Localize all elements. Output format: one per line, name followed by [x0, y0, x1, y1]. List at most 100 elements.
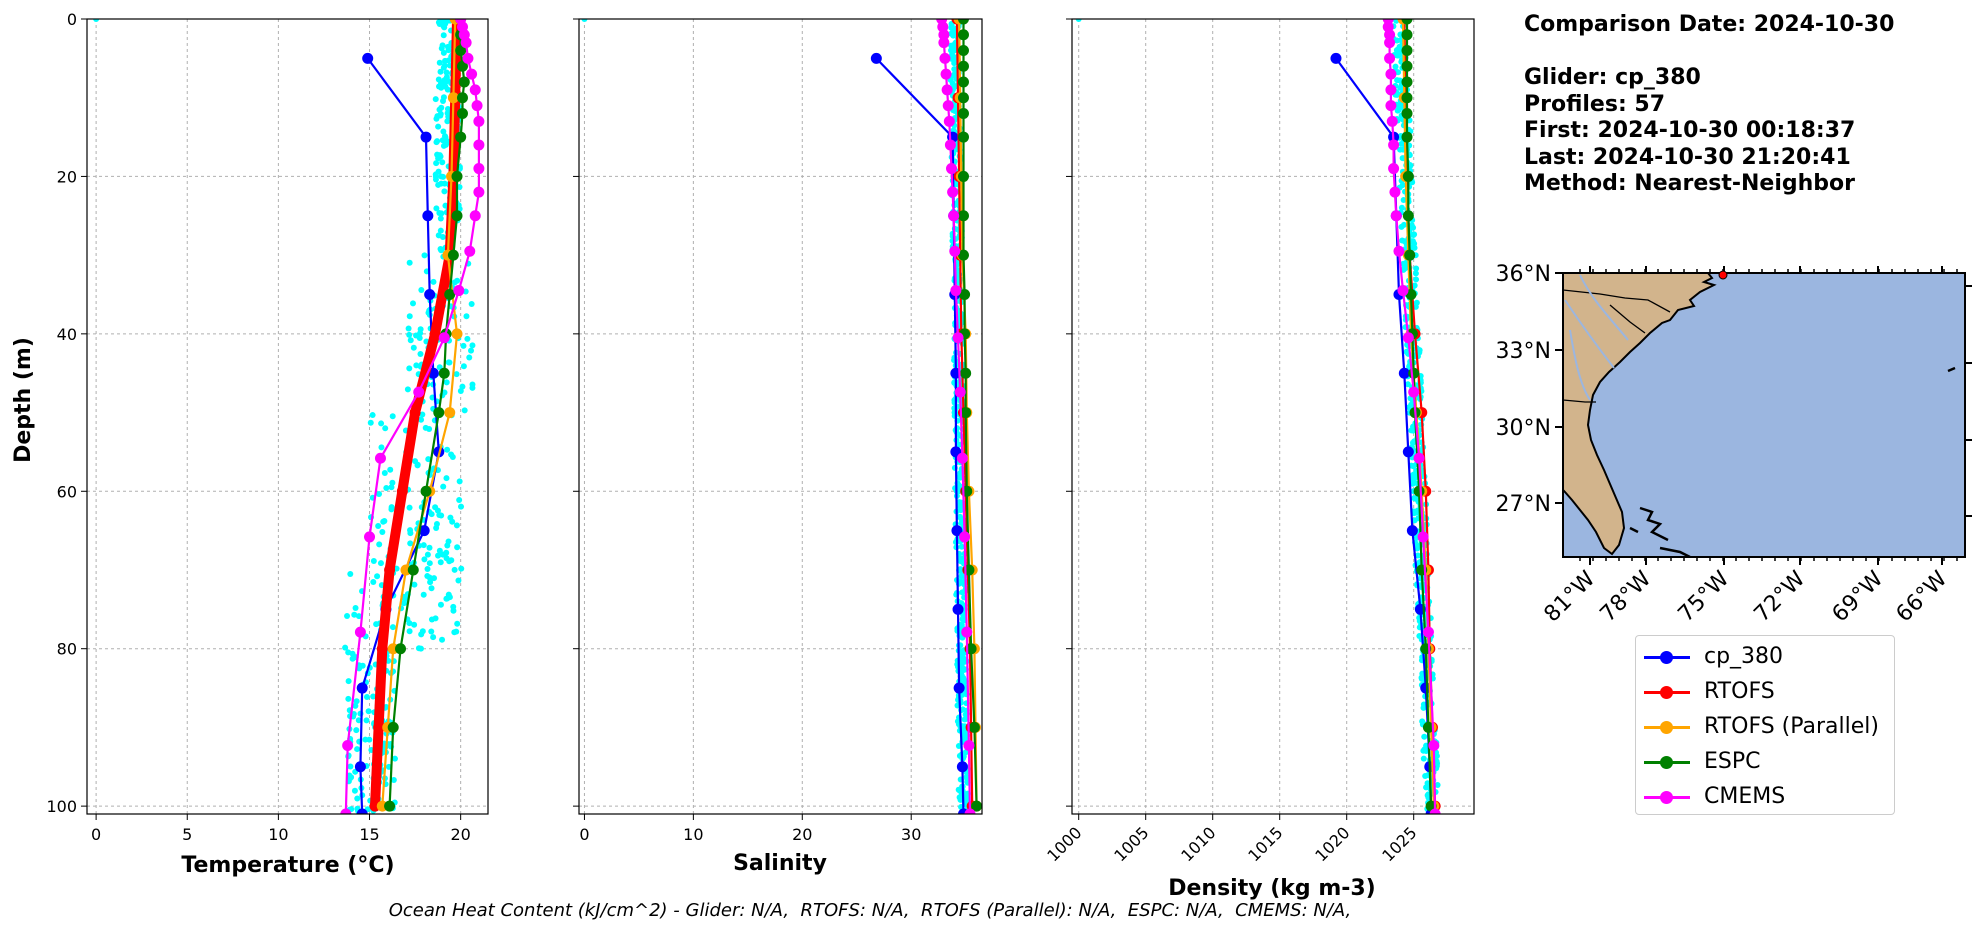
- series-point: [376, 643, 388, 655]
- depth-ylabel: Depth (m): [11, 337, 36, 463]
- series-point: [395, 643, 407, 655]
- series-point: [1413, 485, 1425, 497]
- series-point: [451, 210, 463, 222]
- series-point: [1422, 626, 1434, 638]
- glider-sample-point: [437, 227, 444, 234]
- series-point: [456, 60, 468, 72]
- glider-sample-point: [359, 662, 366, 669]
- glider-sample-point: [352, 702, 359, 709]
- series-point: [473, 163, 485, 175]
- glider-sample-point: [431, 575, 438, 582]
- glider-sample-point: [418, 416, 425, 423]
- glider-sample-point: [417, 326, 424, 333]
- series-point: [1388, 163, 1400, 175]
- glider-sample-point: [409, 300, 416, 307]
- glider-sample-point: [960, 655, 967, 662]
- series-point: [954, 386, 966, 398]
- ohc-footer: Ocean Heat Content (kJ/cm^2) - Glider: N…: [388, 900, 1352, 921]
- glider-sample-point: [443, 549, 450, 556]
- glider-sample-point: [468, 300, 475, 307]
- series-point: [1393, 245, 1405, 257]
- glider-sample-point: [439, 159, 446, 166]
- glider-sample-point: [444, 105, 451, 112]
- x-tick-label: 10: [683, 825, 703, 844]
- glider-sample-point: [388, 484, 395, 491]
- series-point: [384, 800, 396, 812]
- x-tick-label: 1000: [1043, 823, 1085, 865]
- glider-sample-point: [347, 570, 354, 577]
- glider-sample-point: [948, 22, 955, 29]
- series-point: [947, 186, 959, 198]
- glider-sample-point: [413, 362, 420, 369]
- glider-sample-point: [438, 247, 445, 254]
- glider-sample-point: [443, 555, 450, 562]
- glider-sample-point: [389, 624, 396, 631]
- glider-sample-point: [445, 359, 452, 366]
- glider-sample-point: [411, 581, 418, 588]
- series-point: [957, 170, 969, 182]
- series-point: [1330, 52, 1342, 64]
- glider-sample-point: [355, 717, 362, 724]
- glider-sample-point: [410, 344, 417, 351]
- series-point: [963, 740, 975, 752]
- glider-sample-point: [439, 636, 446, 643]
- x-tick-label: 1005: [1110, 823, 1152, 865]
- glider-sample-point: [1411, 240, 1418, 247]
- series-point: [952, 603, 964, 615]
- glider-sample-point: [1413, 276, 1420, 283]
- series-point: [429, 328, 441, 340]
- glider-sample-point: [383, 704, 390, 711]
- glider-sample-point: [441, 180, 448, 187]
- series-point: [356, 682, 368, 694]
- profile-count: Profiles: 57: [1524, 91, 1666, 117]
- series-point: [438, 367, 450, 379]
- x-tick-label: 0: [579, 825, 589, 844]
- series-point: [453, 285, 465, 297]
- series-point: [413, 386, 425, 398]
- glider-sample-point: [956, 787, 963, 794]
- series-point: [447, 92, 459, 104]
- x-tick-label: 1020: [1311, 823, 1353, 865]
- series-point: [462, 52, 474, 64]
- series-point: [471, 100, 483, 112]
- glider-sample-point: [381, 517, 388, 524]
- glider-sample-point: [437, 83, 444, 90]
- glider-sample-point: [376, 491, 383, 498]
- x-tick-label: 10: [268, 825, 288, 844]
- series-point: [1385, 100, 1397, 112]
- glider-sample-point: [1396, 102, 1403, 109]
- series-point: [451, 328, 463, 340]
- series-point: [387, 721, 399, 733]
- series-point: [340, 808, 352, 814]
- salinity-xlabel: Salinity: [733, 851, 827, 876]
- glider-sample-point: [1411, 495, 1418, 502]
- glider-sample-point: [401, 600, 408, 607]
- legend-item-cmems: CMEMS: [1636, 782, 1894, 812]
- glider-sample-point: [444, 118, 451, 125]
- series-point: [469, 84, 481, 96]
- glider-sample-point: [421, 252, 428, 259]
- map-lat-label: 36°N: [1496, 262, 1551, 287]
- glider-sample-point: [378, 420, 385, 427]
- series-point: [944, 139, 956, 151]
- series-point: [971, 800, 982, 812]
- glider-sample-point: [377, 560, 384, 567]
- series-point: [953, 682, 965, 694]
- glider-sample-point: [445, 57, 452, 64]
- series-point: [943, 115, 955, 127]
- glider-sample-point: [1395, 106, 1402, 113]
- glider-sample-point: [407, 540, 414, 547]
- glider-sample-point: [353, 727, 360, 734]
- glider-sample-point: [362, 736, 369, 743]
- series-point: [458, 76, 470, 88]
- glider-sample-point: [378, 444, 385, 451]
- series-point: [1402, 332, 1414, 344]
- series-line-cp-380: [359, 57, 440, 814]
- glider-sample-point: [407, 527, 414, 534]
- glider-sample-point: [376, 541, 383, 548]
- glider-sample-point: [389, 413, 396, 420]
- series-point: [942, 100, 954, 112]
- glider-sample-point: [424, 566, 431, 573]
- series-point: [961, 626, 973, 638]
- glider-sample-point: [345, 678, 352, 685]
